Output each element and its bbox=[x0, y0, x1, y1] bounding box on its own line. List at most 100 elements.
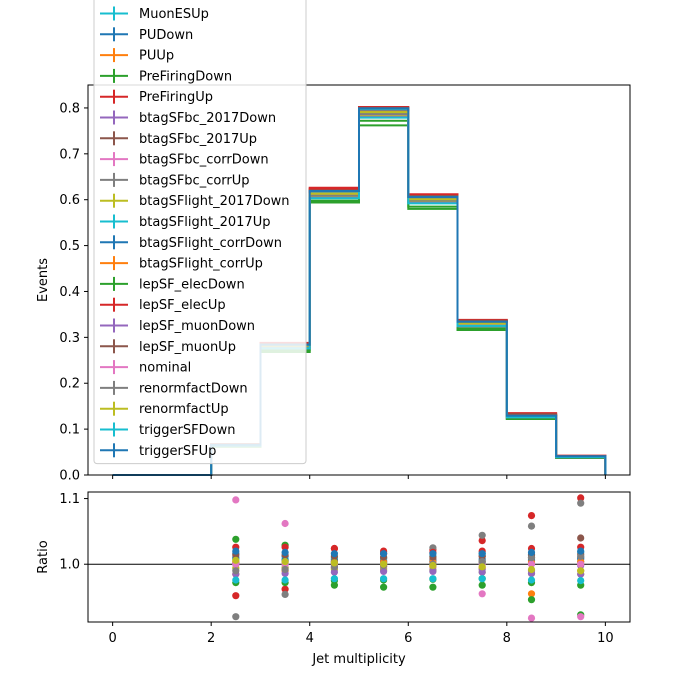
ratio-point-triggerSFUp bbox=[577, 547, 585, 555]
legend-label: btagSFbc_corrUp bbox=[139, 173, 250, 188]
ratio-point-renormfactUp bbox=[577, 567, 585, 575]
ratio-point-btagSFbc_corrUp bbox=[577, 499, 585, 507]
ratio-point-btagSFbc_corrUp bbox=[527, 522, 536, 530]
main-y-tick-label: 0.8 bbox=[59, 101, 80, 116]
ratio-point-renormfactUp bbox=[232, 556, 240, 564]
ratio-x-axis-title: Jet multiplicity bbox=[311, 652, 406, 667]
legend-label: btagSFlight_corrUp bbox=[139, 257, 263, 272]
ratio-point-btagSFbc_corrDown bbox=[527, 614, 536, 622]
legend-label: PUDown bbox=[139, 28, 193, 43]
ratio-x-tick-label: 2 bbox=[207, 631, 215, 646]
legend-item: lepSF_elecDown bbox=[100, 276, 245, 292]
ratio-point-triggerSFDown bbox=[577, 577, 585, 585]
ratio-x-axis: 0 2 4 6 8 10 bbox=[108, 622, 614, 646]
legend-item: renormfactUp bbox=[100, 401, 229, 417]
main-y-tick-label: 0.6 bbox=[59, 193, 80, 208]
legend-item: lepSF_muonDown bbox=[100, 318, 255, 334]
legend-item: PUDown bbox=[100, 27, 193, 43]
ratio-point-triggerSFDown bbox=[429, 575, 437, 583]
legend-item: PUUp bbox=[100, 48, 174, 64]
ratio-point-PreFiringUp bbox=[478, 537, 486, 545]
ratio-x-tick-label: 0 bbox=[108, 631, 116, 646]
ratio-point-PUUp bbox=[527, 590, 536, 598]
ratio-point-PreFiringUp bbox=[527, 511, 536, 520]
ratio-point-PreFiringUp bbox=[232, 592, 240, 600]
ratio-point-nominal bbox=[527, 560, 536, 568]
ratio-point-lepSF_muonDown bbox=[330, 568, 338, 576]
ratio-point-renormfactDown bbox=[232, 567, 240, 575]
ratio-point-triggerSFDown bbox=[232, 576, 240, 584]
main-y-tick-label: 0.2 bbox=[59, 377, 80, 392]
ratio-point-triggerSFDown bbox=[478, 575, 486, 583]
legend-label: nominal bbox=[139, 361, 191, 376]
ratio-y-axis: 1.0 1.1 bbox=[59, 492, 88, 573]
legend-item: PreFiringUp bbox=[100, 89, 213, 105]
ratio-point-btagSFbc_corrDown bbox=[478, 590, 486, 598]
ratio-x-tick-label: 8 bbox=[503, 631, 511, 646]
legend-label: btagSFbc_2017Up bbox=[139, 132, 257, 147]
legend-label: PreFiringUp bbox=[139, 90, 213, 105]
legend-item: lepSF_muonUp bbox=[100, 339, 236, 355]
main-y-tick-label: 0.3 bbox=[59, 331, 80, 346]
ratio-point-triggerSFDown bbox=[380, 575, 388, 583]
legend-item: triggerSFDown bbox=[100, 422, 235, 438]
legend-item: renormfactDown bbox=[100, 380, 248, 396]
legend-label: renormfactDown bbox=[139, 381, 248, 396]
legend-frame bbox=[93, 0, 307, 465]
main-y-axis: 0.0 0.1 0.2 0.3 0.4 0.5 0.6 0.7 0.8 bbox=[59, 101, 88, 484]
ratio-point-lepSF_elecUp bbox=[281, 543, 289, 551]
ratio-point-triggerSFDown bbox=[527, 576, 536, 584]
legend-item: nominal bbox=[100, 360, 191, 376]
legend-label: lepSF_elecDown bbox=[139, 277, 245, 292]
main-y-tick-label: 0.1 bbox=[59, 423, 80, 438]
main-x-axis bbox=[112, 475, 606, 479]
ratio-point-lepSF_elecUp bbox=[330, 544, 338, 553]
ratio-point-lepSF_muonDown bbox=[478, 568, 486, 576]
ratio-point-renormfactUp bbox=[380, 560, 388, 568]
ratio-point-PreFiringDown bbox=[478, 581, 486, 589]
ratio-point-PreFiringDown bbox=[380, 583, 388, 591]
legend-label: btagSFbc_2017Down bbox=[139, 111, 276, 126]
ratio-plot-panel: 1.0 1.1 0 2 4 6 8 10 Ratio Jet multiplicity bbox=[36, 491, 631, 667]
legend-item: PreFiringDown bbox=[100, 68, 232, 84]
ratio-y-tick-label: 1.0 bbox=[59, 558, 80, 573]
ratio-point-renormfactDown bbox=[281, 565, 289, 574]
ratio-point-PreFiringDown bbox=[429, 583, 437, 591]
ratio-point-btagSFbc_corrUp bbox=[478, 531, 486, 539]
main-y-tick-label: 0.0 bbox=[59, 469, 80, 484]
legend-label: btagSFbc_corrDown bbox=[139, 153, 269, 168]
main-plot-frame bbox=[87, 84, 631, 476]
ratio-point-PreFiringDown bbox=[232, 535, 240, 543]
legend-label: MuonESUp bbox=[139, 7, 209, 22]
legend-label: renormfactUp bbox=[139, 402, 229, 417]
legend-item: lepSF_elecUp bbox=[100, 297, 226, 313]
legend-label: lepSF_muonDown bbox=[139, 319, 255, 334]
legend-item: btagSFbc_corrDown bbox=[100, 152, 269, 168]
ratio-point-triggerSFDown bbox=[281, 576, 289, 584]
legend-item: MuonESUp bbox=[100, 6, 209, 22]
main-y-tick-label: 0.7 bbox=[59, 147, 80, 162]
ratio-point-renormfactUp bbox=[429, 561, 437, 570]
ratio-point-PreFiringUp bbox=[281, 585, 289, 593]
ratio-point-btagSFbc_corrUp bbox=[281, 590, 289, 599]
legend-label: PreFiringDown bbox=[139, 69, 232, 84]
ratio-point-btagSFbc_corrDown bbox=[232, 496, 240, 504]
legend-item: triggerSFUp bbox=[100, 443, 216, 459]
ratio-y-tick-label: 1.1 bbox=[59, 492, 80, 507]
ratio-point-btagSFbc_2017Up bbox=[577, 534, 585, 542]
ratio-point-renormfactDown bbox=[577, 552, 585, 560]
legend-item: btagSFbc_2017Up bbox=[100, 131, 257, 147]
ratio-point-renormfactUp bbox=[330, 559, 338, 567]
main-y-tick-label: 0.4 bbox=[59, 285, 80, 300]
legend-label: PUUp bbox=[139, 49, 174, 64]
ratio-y-axis-title: Ratio bbox=[36, 540, 51, 573]
legend-item: btagSFlight_corrUp bbox=[100, 256, 263, 272]
ratio-x-tick-label: 10 bbox=[597, 631, 614, 646]
ratio-point-renormfactDown bbox=[478, 558, 486, 566]
legend-label: btagSFlight_2017Down bbox=[139, 194, 290, 209]
ratio-point-triggerSFUp bbox=[281, 548, 289, 557]
legend-item: btagSFlight_2017Up bbox=[100, 214, 270, 230]
legend-item: btagSFlight_2017Down bbox=[100, 193, 290, 209]
ratio-point-PreFiringDown bbox=[527, 596, 536, 604]
